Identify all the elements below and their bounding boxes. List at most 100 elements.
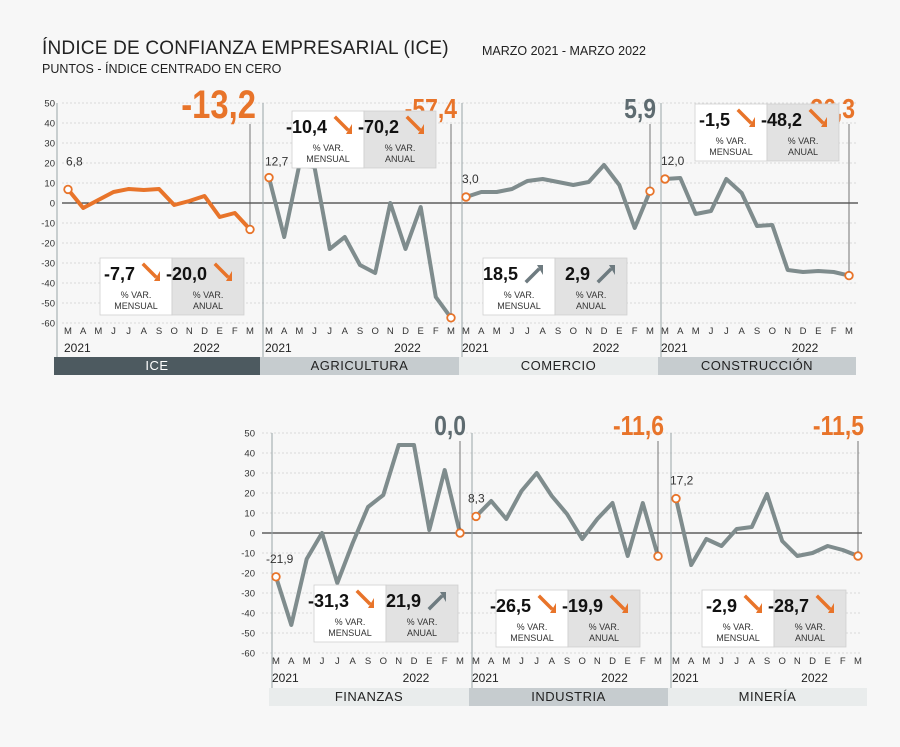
- x-tick-label: E: [417, 326, 423, 337]
- sector-band: [269, 688, 469, 706]
- variation-monthly-cell: [701, 589, 775, 648]
- end-point: [245, 224, 255, 235]
- x-tick-label: F: [433, 326, 439, 337]
- x-tick-label: J: [111, 326, 116, 337]
- x-tick-label: M: [272, 656, 280, 667]
- y-tick-label: 0: [50, 199, 55, 210]
- end-point: [446, 313, 456, 323]
- year-start-label: 2021: [272, 671, 299, 685]
- start-value-label: 3,0: [462, 172, 479, 186]
- year-start-label: 2021: [462, 341, 489, 355]
- x-tick-label: F: [232, 326, 238, 337]
- annual-variation-label: % VAR.: [193, 290, 224, 300]
- x-tick-label: O: [371, 326, 378, 337]
- x-tick-label: N: [395, 656, 402, 667]
- annual-variation-value: -20,0: [166, 264, 207, 284]
- year-start-label: 2021: [265, 341, 292, 355]
- end-point: [653, 551, 663, 561]
- x-tick-label: M: [265, 326, 273, 337]
- end-value-label: 5,9: [624, 94, 656, 125]
- x-tick-label: M: [661, 326, 669, 337]
- annual-variation-label: ANUAL: [576, 301, 606, 311]
- monthly-variation-value: -7,7: [104, 264, 135, 284]
- x-tick-label: J: [534, 656, 539, 667]
- sector-name-label: CONSTRUCCIÓN: [701, 358, 813, 373]
- arrow-down-icon: [368, 598, 374, 608]
- variation-box: 18,5 2,9% VAR.MENSUAL% VAR.ANUAL: [482, 257, 628, 316]
- series-line-finanzas: [274, 443, 462, 627]
- year-start-label: 2021: [64, 341, 91, 355]
- y-tick-label: 50: [244, 429, 255, 440]
- sector-band: [658, 357, 856, 375]
- x-tick-label: A: [80, 326, 87, 337]
- start-value-label: 12,7: [265, 155, 289, 169]
- start-point: [63, 184, 73, 195]
- y-tick-label: -50: [41, 299, 55, 310]
- variation-monthly-cell: [99, 257, 173, 316]
- end-value-label: -13,2: [181, 82, 256, 127]
- year-end-label: 2022: [792, 341, 819, 355]
- y-tick-label: -40: [41, 279, 55, 290]
- x-tick-label: J: [525, 326, 530, 337]
- y-tick-label: -50: [241, 629, 255, 640]
- x-tick-label: M: [462, 326, 470, 337]
- x-tick-label: E: [824, 656, 830, 667]
- x-tick-label: E: [616, 326, 622, 337]
- x-tick-label: D: [402, 326, 409, 337]
- x-tick-label: J: [709, 326, 714, 337]
- sector-name-label: FINANZAS: [335, 689, 403, 704]
- variation-box: -1,5 -48,2% VAR.MENSUAL% VAR.ANUAL: [694, 103, 840, 162]
- monthly-variation-label: MENSUAL: [510, 633, 554, 643]
- end-point: [844, 270, 854, 281]
- series-line-minería: [674, 492, 860, 567]
- variation-box: -2,9 -28,7% VAR.MENSUAL% VAR.ANUAL: [701, 589, 847, 648]
- variation-annual-cell: [171, 257, 245, 316]
- x-tick-label: J: [719, 656, 724, 667]
- monthly-variation-label: MENSUAL: [328, 628, 372, 638]
- arrow-down-icon: [828, 603, 834, 613]
- x-tick-label: O: [778, 656, 785, 667]
- x-tick-label: N: [784, 326, 791, 337]
- x-tick-label: O: [380, 656, 387, 667]
- x-tick-label: F: [632, 326, 638, 337]
- end-value-label: -11,6: [613, 411, 664, 442]
- arrow-down-icon: [622, 603, 628, 613]
- monthly-variation-label: MENSUAL: [497, 301, 541, 311]
- monthly-variation-label: % VAR.: [517, 622, 548, 632]
- x-tick-label: J: [320, 656, 325, 667]
- monthly-variation-value: -10,4: [286, 117, 327, 137]
- x-tick-label: F: [442, 656, 448, 667]
- monthly-variation-value: -26,5: [490, 596, 531, 616]
- x-tick-label: S: [564, 656, 570, 667]
- start-point: [271, 572, 281, 582]
- x-tick-label: E: [216, 326, 222, 337]
- arrow-down-icon-shaft: [355, 589, 372, 606]
- year-end-label: 2022: [593, 341, 620, 355]
- x-tick-label: O: [769, 326, 776, 337]
- x-tick-label: E: [624, 656, 630, 667]
- x-tick-label: D: [609, 656, 616, 667]
- x-tick-label: D: [201, 326, 208, 337]
- annual-variation-label: ANUAL: [407, 628, 437, 638]
- y-tick-label: -40: [241, 609, 255, 620]
- x-tick-label: S: [555, 326, 561, 337]
- sector-band: [54, 357, 260, 375]
- x-tick-label: N: [585, 326, 592, 337]
- annual-variation-label: % VAR.: [576, 290, 607, 300]
- x-tick-label: J: [510, 326, 515, 337]
- sector-name-label: ICE: [145, 358, 168, 373]
- x-tick-label: M: [692, 326, 700, 337]
- arrow-down-icon: [550, 603, 556, 613]
- annual-variation-label: ANUAL: [193, 301, 223, 311]
- variation-annual-cell: [773, 589, 847, 648]
- y-tick-label: -10: [241, 549, 255, 560]
- x-tick-label: J: [312, 326, 317, 337]
- year-end-label: 2022: [801, 671, 828, 685]
- monthly-variation-label: % VAR.: [335, 617, 366, 627]
- y-tick-label: 10: [44, 179, 55, 190]
- x-tick-label: M: [502, 656, 510, 667]
